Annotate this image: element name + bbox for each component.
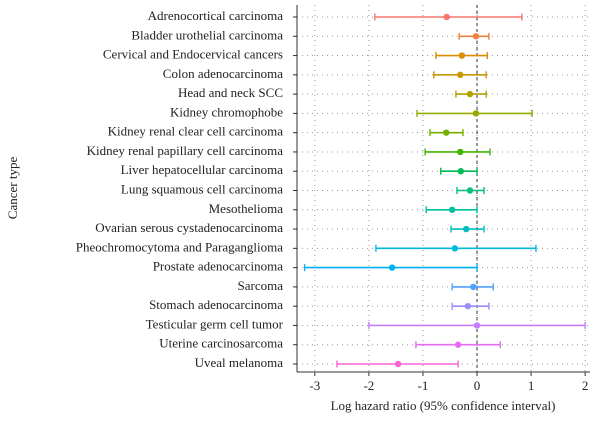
y-tick-label: Mesothelioma bbox=[209, 201, 284, 216]
point-estimate bbox=[472, 33, 480, 40]
y-tick-label: Adrenocortical carcinoma bbox=[148, 8, 284, 23]
point-estimate bbox=[457, 148, 464, 156]
point-estimate bbox=[472, 110, 480, 117]
y-tick-label: Kidney renal clear cell carcinoma bbox=[108, 124, 284, 139]
y-tick-label: Uterine carcinosarcoma bbox=[159, 336, 283, 351]
point-estimate bbox=[448, 206, 456, 213]
point-estimate bbox=[464, 302, 472, 310]
y-tick-label: Pheochromocytoma and Paraganglioma bbox=[76, 239, 283, 254]
point-estimate bbox=[443, 13, 450, 21]
y-tick-label: Prostate adenocarcinoma bbox=[153, 259, 284, 274]
x-tick-label: -1 bbox=[418, 378, 429, 393]
x-tick-label: -2 bbox=[363, 378, 374, 393]
y-tick-label: Uveal melanoma bbox=[195, 355, 284, 370]
y-axis-label: Cancer type bbox=[5, 157, 20, 220]
point-estimate bbox=[394, 360, 402, 368]
y-tick-label: Head and neck SCC bbox=[178, 85, 283, 100]
point-estimate bbox=[466, 187, 474, 194]
y-tick-label: Lung squamous cell carcinoma bbox=[121, 181, 283, 196]
point-estimate bbox=[451, 245, 459, 252]
point-estimate bbox=[466, 90, 474, 98]
y-tick-label: Bladder urothelial carcinoma bbox=[131, 27, 283, 42]
x-tick-label: 1 bbox=[528, 378, 535, 393]
point-estimate bbox=[443, 129, 450, 136]
x-tick-label: 0 bbox=[474, 378, 481, 393]
y-tick-label: Kidney renal papillary cell carcinoma bbox=[87, 143, 284, 158]
x-tick-label: 2 bbox=[582, 378, 589, 393]
point-estimate bbox=[388, 264, 396, 271]
point-estimate bbox=[458, 52, 466, 59]
point-estimate bbox=[463, 225, 470, 233]
y-tick-label: Liver hepatocellular carcinoma bbox=[121, 162, 284, 177]
point-estimate bbox=[454, 341, 462, 348]
y-tick-label: Testicular germ cell tumor bbox=[146, 316, 284, 331]
point-estimate bbox=[457, 168, 464, 175]
point-estimate bbox=[457, 71, 464, 79]
x-tick-label: -3 bbox=[309, 378, 320, 393]
y-tick-label: Colon adenocarcinoma bbox=[163, 66, 283, 81]
point-estimate bbox=[473, 322, 481, 329]
point-estimate bbox=[470, 283, 477, 291]
y-tick-label: Ovarian serous cystadenocarcinoma bbox=[95, 220, 283, 235]
y-tick-label: Cervical and Endocervical cancers bbox=[103, 47, 283, 62]
y-tick-label: Kidney chromophobe bbox=[170, 104, 283, 119]
x-axis-label: Log hazard ratio (95% confidence interva… bbox=[331, 398, 556, 413]
y-tick-label: Stomach adenocarcinoma bbox=[149, 297, 283, 312]
y-tick-label: Sarcoma bbox=[238, 278, 284, 293]
